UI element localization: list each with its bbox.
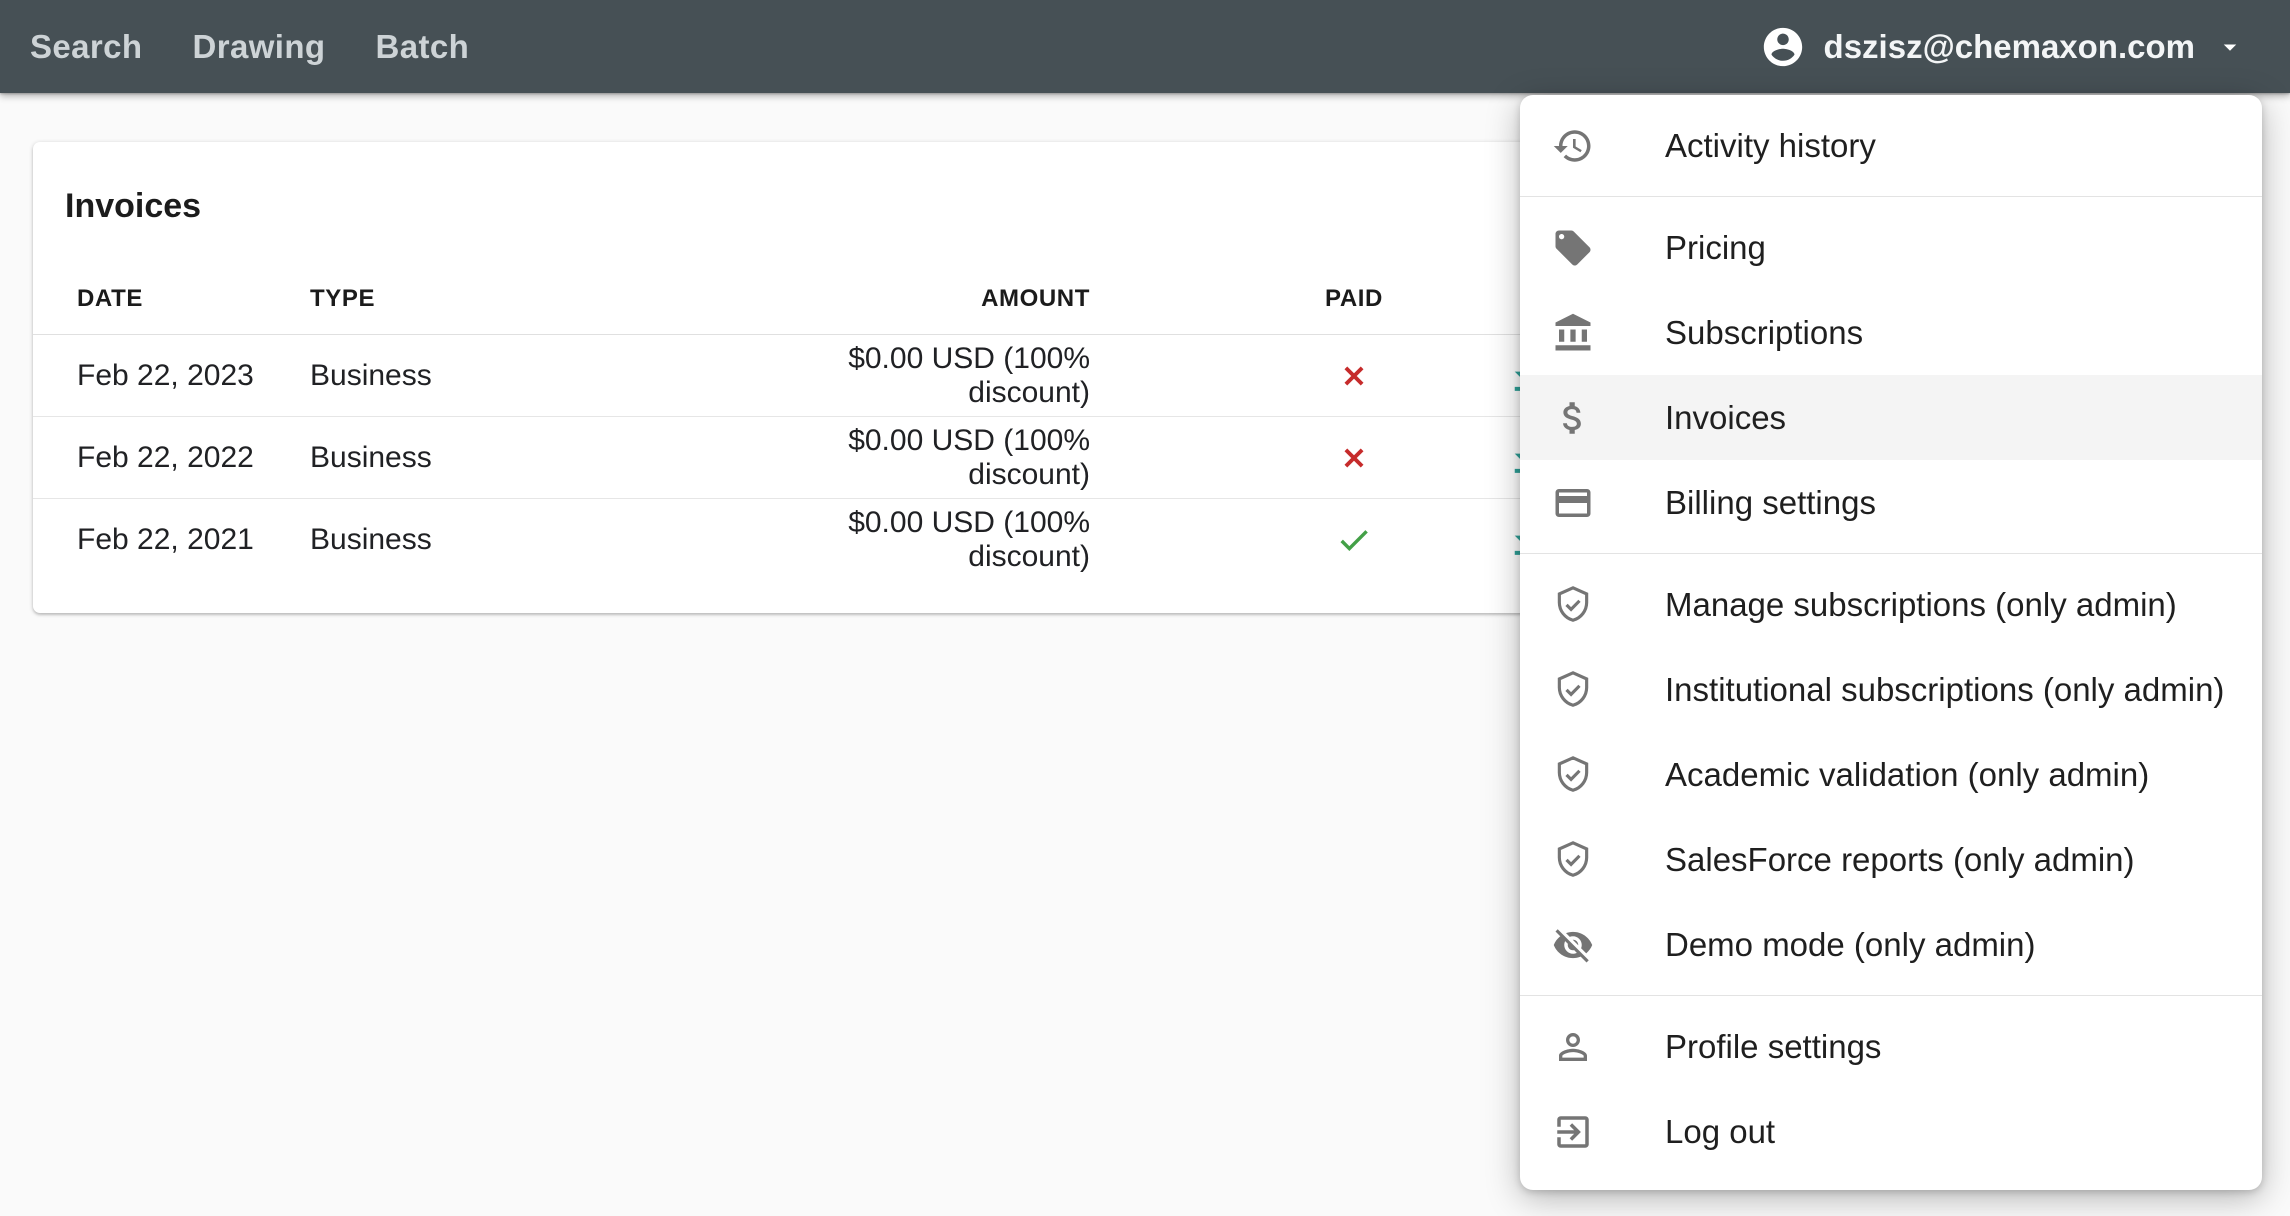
table-body: Feb 22, 2023 Business $0.00 USD (100% disc… [33,335,1560,581]
app-topbar: Search Drawing Batch dszisz@chemaxon.com [0,0,2290,93]
menu-item-label: Profile settings [1665,1027,1882,1065]
shield-check-icon [1557,585,1589,622]
menu-item-label: Pricing [1665,228,1766,266]
invoice-type: Business [310,358,432,392]
check-icon [1340,530,1368,551]
menu-divider [1520,995,2262,996]
menu-item-academic-validation-only-admin[interactable]: Academic validation (only admin) [1520,732,2262,817]
tag-icon [1555,230,1591,265]
menu-section: Pricing Subscriptions Invoices Billing sett… [1520,197,2262,553]
menu-item-label: Subscriptions [1665,313,1864,351]
menu-item-invoices[interactable]: Invoices [1520,375,2262,460]
column-header-date: DATE [77,284,143,312]
menu-item-subscriptions[interactable]: Subscriptions [1520,290,2262,375]
invoice-row: Feb 22, 2023 Business $0.00 USD (100% disc… [33,335,1560,417]
exit-icon [1557,1115,1589,1148]
menu-item-billing-settings[interactable]: Billing settings [1520,460,2262,545]
credit-card-icon [1555,488,1591,517]
dollar-icon [1563,401,1581,434]
menu-item-salesforce-reports-only-admin[interactable]: SalesForce reports (only admin) [1520,817,2262,902]
column-header-type: TYPE [310,284,376,312]
bank-icon [1555,313,1591,350]
nav-item-drawing[interactable]: Drawing [192,27,326,65]
shield-check-icon [1557,670,1589,707]
nav-item-batch[interactable]: Batch [375,27,470,65]
menu-item-demo-mode-only-admin[interactable]: Demo mode (only admin) [1520,902,2262,987]
column-header-paid: PAID [1325,284,1383,312]
invoice-amount: $0.00 USD (100% discount) [848,423,1090,491]
menu-item-log-out[interactable]: Log out [1520,1089,2262,1174]
chevron-down-icon [2223,44,2237,51]
column-header-amount: AMOUNT [981,284,1090,312]
menu-item-label: Institutional subscriptions (only admin) [1665,670,2225,708]
eye-off-icon [1553,928,1593,962]
menu-section: Manage subscriptions (only admin) Institu… [1520,554,2262,995]
menu-section: Profile settings Log out [1520,996,2262,1190]
nav-item-search[interactable]: Search [30,27,143,65]
menu-item-label: Academic validation (only admin) [1665,755,2150,793]
invoices-card: Invoices DATE TYPE AMOUNT PAID Feb 22, 2… [33,142,1560,613]
invoice-amount: $0.00 USD (100% discount) [848,506,1090,573]
menu-item-profile-settings[interactable]: Profile settings [1520,1004,2262,1089]
menu-item-label: Demo mode (only admin) [1665,925,2036,963]
invoice-row: Feb 22, 2022 Business $0.00 USD (100% disc… [33,417,1560,499]
menu-item-label: Activity history [1665,126,1876,164]
invoice-row: Feb 22, 2021 Business $0.00 USD (100% disc… [33,499,1560,581]
shield-check-icon [1557,840,1589,877]
shield-check-icon [1557,755,1589,792]
unpaid-status [1304,361,1404,391]
close-icon [1344,448,1364,467]
account-dropdown-menu: Activity history Pricing Subscriptions Invo… [1520,95,2262,1190]
menu-section: Activity history [1520,95,2262,196]
close-icon [1344,366,1364,385]
menu-item-pricing[interactable]: Pricing [1520,205,2262,290]
menu-item-label: SalesForce reports (only admin) [1665,840,2135,878]
menu-item-label: Invoices [1665,398,1787,436]
invoice-type: Business [310,440,432,474]
primary-nav: Search Drawing Batch [30,28,519,66]
menu-item-label: Log out [1665,1112,1776,1150]
menu-divider [1520,196,2262,197]
menu-item-label: Manage subscriptions (only admin) [1665,585,2177,623]
menu-item-activity-history[interactable]: Activity history [1520,103,2262,188]
user-email: dszisz@chemaxon.com [1823,27,2195,65]
history-icon [1553,129,1591,162]
table-header: DATE TYPE AMOUNT PAID [33,263,1560,335]
menu-item-manage-subscriptions-only-admin[interactable]: Manage subscriptions (only admin) [1520,562,2262,647]
menu-divider [1520,553,2262,554]
user-menu-trigger[interactable]: dszisz@chemaxon.com [1760,24,2245,70]
invoice-date: Feb 22, 2023 [77,358,254,392]
paid-status [1304,522,1404,558]
menu-item-label: Billing settings [1665,483,1876,521]
invoice-date: Feb 22, 2021 [77,523,254,556]
menu-item-institutional-subscriptions-only-admin[interactable]: Institutional subscriptions (only admin) [1520,647,2262,732]
avatar-icon [1763,27,1802,66]
person-icon [1559,1032,1587,1061]
unpaid-status [1304,443,1404,473]
card-title: Invoices [65,187,202,225]
invoice-amount: $0.00 USD (100% discount) [848,341,1090,409]
invoice-date: Feb 22, 2022 [77,440,254,474]
invoice-type: Business [310,523,432,556]
